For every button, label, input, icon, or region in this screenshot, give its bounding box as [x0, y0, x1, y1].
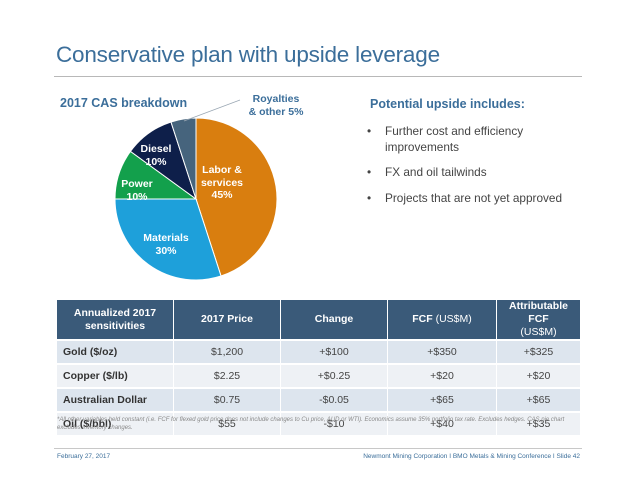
pie-label-royalties-value: 5% — [288, 105, 304, 118]
header-fcf: FCF (US$M) — [387, 300, 497, 341]
header-attr-label: Attributable FCF — [509, 300, 568, 325]
slide-title: Conservative plan with upside leverage — [56, 42, 440, 67]
row-change: -$10 — [280, 412, 388, 437]
pie-label-materials-value: 30% — [155, 244, 177, 257]
sensitivities-table: Annualized 2017 sensitivities 2017 Price… — [57, 300, 581, 437]
pie-label-power: Power 10% — [114, 178, 160, 203]
upside-list: • Further cost and efficiency improvement… — [367, 124, 587, 216]
pie-label-royalties-name-2: & other — [248, 105, 286, 118]
table-row: Copper ($/lb) $2.25 +$0.25 +$20 +$20 — [57, 364, 581, 389]
upside-item-text: FX and oil tailwinds — [385, 165, 487, 179]
pie-label-materials-name: Materials — [143, 232, 189, 244]
footer-info: Newmont Mining Corporation I BMO Metals … — [363, 453, 580, 460]
row-price: $1,200 — [173, 340, 281, 365]
pie-label-labor-name-2: services — [200, 176, 244, 189]
pie-label-diesel-name: Diesel — [140, 143, 172, 155]
row-price: $55 — [173, 412, 281, 437]
row-fcf: +$40 — [387, 412, 497, 437]
row-price: $0.75 — [173, 388, 281, 413]
pie-label-power-value: 10% — [126, 190, 148, 203]
row-name: Copper ($/lb) — [57, 364, 174, 389]
row-name: Gold ($/oz) — [57, 340, 174, 365]
upside-item: • Further cost and efficiency improvement… — [367, 124, 587, 155]
row-attr-fcf: +$325 — [496, 340, 581, 365]
upside-title: Potential upside includes: — [370, 97, 525, 111]
table-row: Gold ($/oz) $1,200 +$100 +$350 +$325 — [57, 340, 581, 365]
pie-label-diesel: Diesel 10% — [133, 143, 179, 168]
upside-item: • Projects that are not yet approved — [367, 191, 587, 207]
row-attr-fcf: +$35 — [496, 412, 581, 437]
header-attr-unit: (US$M) — [520, 326, 557, 338]
row-change: +$100 — [280, 340, 388, 365]
royalties-leader-line — [183, 99, 241, 122]
footnote: *All other variables held constant (i.e.… — [57, 417, 565, 431]
title-divider — [54, 76, 582, 77]
row-attr-fcf: +$20 — [496, 364, 581, 389]
pie-label-labor: Labor & services 45% — [196, 164, 248, 202]
table-row: Oil ($/bbl) $55 -$10 +$40 +$35 — [57, 412, 581, 437]
upside-item: • FX and oil tailwinds — [367, 165, 587, 181]
cas-breakdown-title: 2017 CAS breakdown — [60, 96, 188, 110]
row-name: Australian Dollar — [57, 388, 174, 413]
header-sensitivities: Annualized 2017 sensitivities — [57, 300, 174, 341]
row-fcf: +$350 — [387, 340, 497, 365]
pie-label-labor-name-1: Labor & — [202, 164, 242, 176]
bullet-glyph: • — [367, 165, 372, 179]
pie-label-labor-value: 45% — [211, 189, 233, 201]
row-change: -$0.05 — [280, 388, 388, 413]
table-row: Australian Dollar $0.75 -$0.05 +$65 +$65 — [57, 388, 581, 413]
row-change: +$0.25 — [280, 364, 388, 389]
header-fcf-label: FCF — [412, 313, 433, 325]
footer-divider — [54, 448, 582, 449]
pie-label-materials: Materials 30% — [134, 232, 198, 257]
pie-label-royalties: Royalties & other 5% — [236, 93, 316, 118]
bullet-glyph: • — [367, 124, 372, 138]
row-attr-fcf: +$65 — [496, 388, 581, 413]
pie-slice-materials — [114, 198, 222, 281]
header-fcf-unit: (US$M) — [435, 313, 472, 325]
row-fcf: +$20 — [387, 364, 497, 389]
table-header-row: Annualized 2017 sensitivities 2017 Price… — [57, 300, 581, 341]
pie-label-power-name: Power — [121, 178, 153, 190]
upside-item-text: Projects that are not yet approved — [385, 190, 563, 205]
row-fcf: +$65 — [387, 388, 497, 413]
header-price: 2017 Price — [173, 300, 281, 341]
header-attributable-fcf: Attributable FCF (US$M) — [496, 300, 581, 341]
pie-label-royalties-name-1: Royalties — [252, 93, 300, 105]
header-change: Change — [280, 300, 388, 341]
pie-slice-labor — [195, 117, 278, 277]
bullet-glyph: • — [367, 190, 372, 205]
row-price: $2.25 — [173, 364, 281, 389]
pie-label-royalties-line2: & other 5% — [236, 106, 316, 119]
pie-label-diesel-value: 10% — [145, 155, 167, 168]
pie-slice-royalties — [170, 117, 197, 200]
row-name: Oil ($/bbl) — [57, 412, 174, 437]
upside-item-text: Further cost and efficiency improvements — [385, 124, 524, 154]
footer-date: February 27, 2017 — [57, 453, 111, 460]
